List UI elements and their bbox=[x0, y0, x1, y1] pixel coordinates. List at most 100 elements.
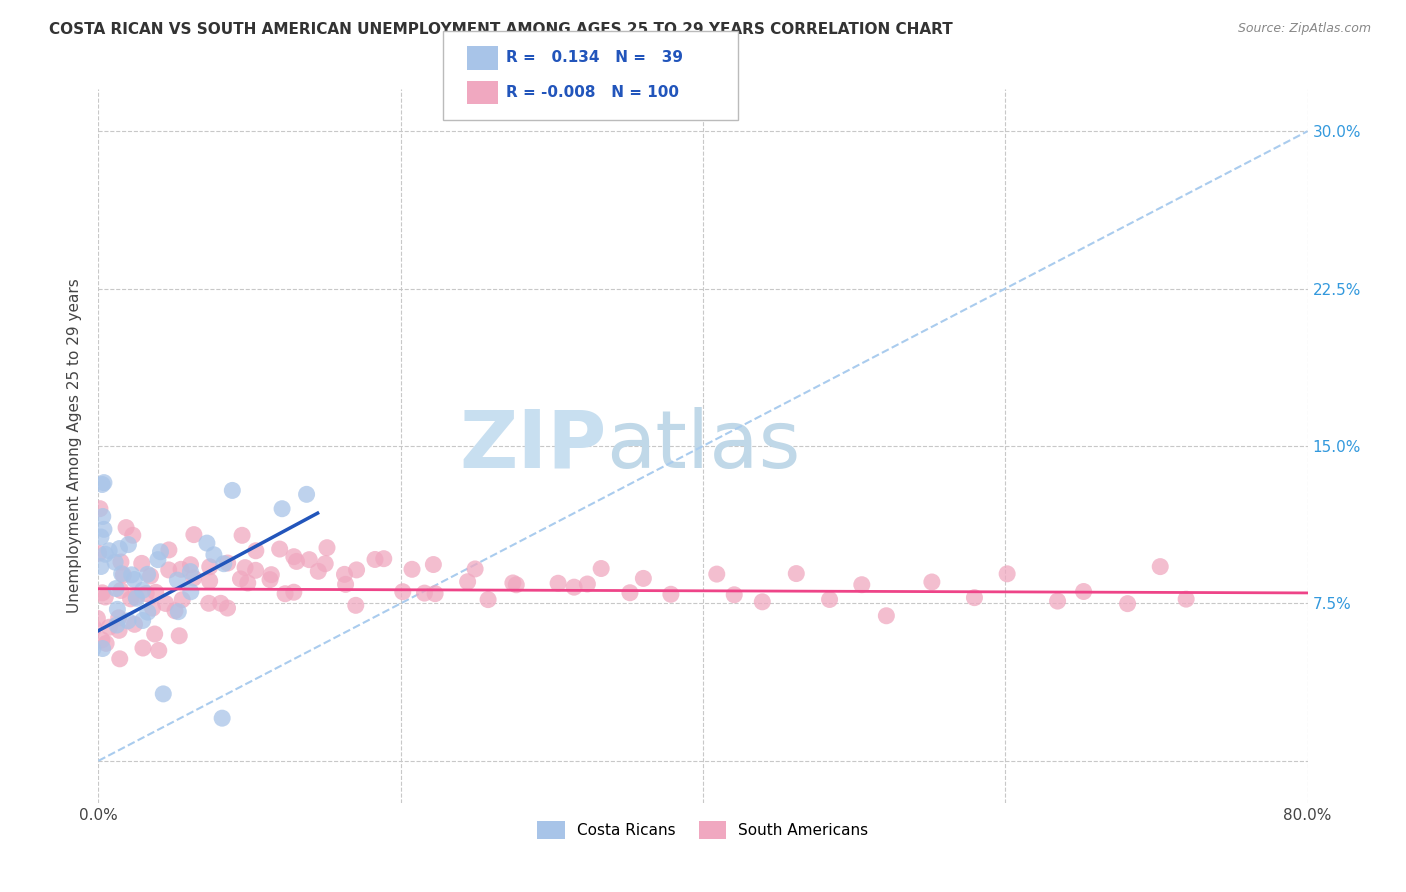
Point bbox=[233, 560, 256, 574]
Point bbox=[163, 604, 186, 618]
Point bbox=[751, 595, 773, 609]
Point bbox=[180, 584, 202, 599]
Point bbox=[1073, 584, 1095, 599]
Point bbox=[875, 608, 897, 623]
Legend: Costa Ricans, South Americans: Costa Ricans, South Americans bbox=[531, 815, 875, 845]
Point bbox=[229, 572, 252, 586]
Text: COSTA RICAN VS SOUTH AMERICAN UNEMPLOYMENT AMONG AGES 25 TO 29 YEARS CORRELATION: COSTA RICAN VS SOUTH AMERICAN UNEMPLOYME… bbox=[49, 22, 953, 37]
Point bbox=[125, 591, 148, 606]
Text: atlas: atlas bbox=[606, 407, 800, 485]
Point bbox=[547, 576, 569, 591]
Point bbox=[364, 552, 387, 566]
Point bbox=[87, 546, 110, 560]
Point bbox=[145, 585, 167, 599]
Point bbox=[91, 509, 114, 524]
Point bbox=[125, 590, 148, 604]
Point bbox=[260, 567, 283, 582]
Point bbox=[155, 597, 177, 611]
Point bbox=[139, 569, 162, 583]
Point bbox=[706, 567, 728, 582]
Point bbox=[851, 578, 873, 592]
Point bbox=[157, 542, 180, 557]
Point bbox=[149, 545, 172, 559]
Point bbox=[307, 564, 329, 578]
Point bbox=[172, 592, 194, 607]
Point bbox=[576, 577, 599, 591]
Point bbox=[1046, 594, 1069, 608]
Point bbox=[90, 559, 112, 574]
Point bbox=[89, 501, 111, 516]
Point bbox=[921, 574, 943, 589]
Point bbox=[195, 536, 218, 550]
Point bbox=[457, 574, 479, 589]
Point bbox=[141, 601, 163, 615]
Point bbox=[167, 629, 190, 643]
Point bbox=[131, 614, 153, 628]
Point bbox=[344, 599, 367, 613]
Point bbox=[135, 586, 157, 600]
Point bbox=[212, 557, 235, 571]
Point bbox=[413, 586, 436, 600]
Point bbox=[818, 592, 841, 607]
Point bbox=[295, 487, 318, 501]
Point bbox=[283, 585, 305, 599]
Point bbox=[183, 571, 205, 585]
Point bbox=[131, 583, 153, 598]
Point bbox=[117, 614, 139, 628]
Point bbox=[108, 652, 131, 666]
Point bbox=[110, 583, 132, 598]
Point bbox=[179, 565, 201, 579]
Text: R =   0.134   N =   39: R = 0.134 N = 39 bbox=[506, 51, 683, 65]
Point bbox=[120, 591, 142, 606]
Point bbox=[785, 566, 807, 581]
Point bbox=[211, 711, 233, 725]
Point bbox=[91, 477, 114, 491]
Point bbox=[86, 611, 108, 625]
Point bbox=[108, 541, 131, 556]
Point bbox=[152, 687, 174, 701]
Point bbox=[283, 549, 305, 564]
Point bbox=[335, 577, 357, 591]
Point bbox=[1175, 592, 1198, 607]
Point bbox=[105, 618, 128, 632]
Point bbox=[166, 573, 188, 587]
Point bbox=[346, 563, 368, 577]
Point bbox=[245, 543, 267, 558]
Point bbox=[316, 541, 339, 555]
Point bbox=[198, 574, 221, 588]
Point bbox=[591, 561, 613, 575]
Point bbox=[231, 528, 253, 542]
Point bbox=[198, 559, 221, 574]
Point bbox=[98, 620, 121, 634]
Point bbox=[269, 542, 291, 557]
Point bbox=[464, 562, 486, 576]
Point bbox=[131, 557, 153, 571]
Point bbox=[110, 555, 132, 569]
Point bbox=[285, 554, 308, 568]
Point bbox=[146, 552, 169, 566]
Point bbox=[105, 602, 128, 616]
Point bbox=[91, 586, 114, 600]
Point bbox=[93, 475, 115, 490]
Point bbox=[274, 587, 297, 601]
Point bbox=[90, 632, 112, 647]
Point bbox=[167, 605, 190, 619]
Y-axis label: Unemployment Among Ages 25 to 29 years: Unemployment Among Ages 25 to 29 years bbox=[67, 278, 83, 614]
Point bbox=[995, 566, 1018, 581]
Point bbox=[633, 571, 655, 585]
Point bbox=[121, 528, 143, 542]
Point bbox=[121, 567, 143, 582]
Point bbox=[723, 588, 745, 602]
Point bbox=[94, 590, 117, 604]
Point bbox=[148, 643, 170, 657]
Point bbox=[90, 530, 112, 544]
Point bbox=[105, 582, 128, 596]
Point bbox=[314, 557, 336, 571]
Point bbox=[136, 567, 159, 582]
Point bbox=[391, 584, 413, 599]
Point bbox=[271, 501, 294, 516]
Point bbox=[333, 567, 356, 582]
Point bbox=[179, 558, 201, 572]
Text: Source: ZipAtlas.com: Source: ZipAtlas.com bbox=[1237, 22, 1371, 36]
Point bbox=[619, 586, 641, 600]
